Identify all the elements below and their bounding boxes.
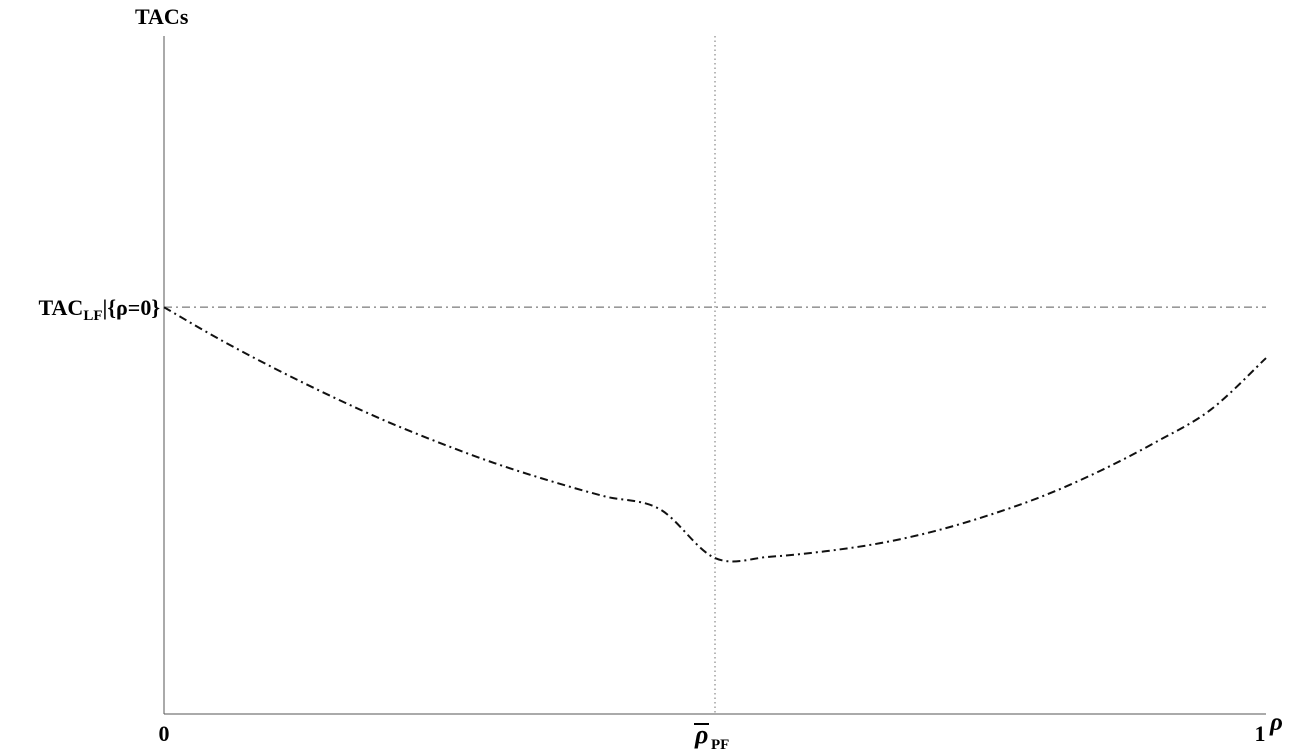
tac-lf-label-main: TAC [39,295,84,320]
x-axis-label: ρ [1269,709,1283,736]
x-tick-label-0: 0 [159,721,170,746]
x-tick-label-rho: ρ [694,720,708,749]
tac-lf-label: TACLF|{ρ=0} [39,295,161,324]
tac-curve [163,306,1267,563]
x-tick-label-1: 1 [1255,721,1266,746]
tac-lf-label-suffix: |{ρ=0} [103,295,161,320]
x-tick-label-rho-pf: ρ PF [694,720,729,753]
y-axis-label: TACs [135,4,189,29]
tac-lf-label-subscript: LF [83,308,102,324]
x-tick-label-pf-subscript: PF [711,737,729,753]
